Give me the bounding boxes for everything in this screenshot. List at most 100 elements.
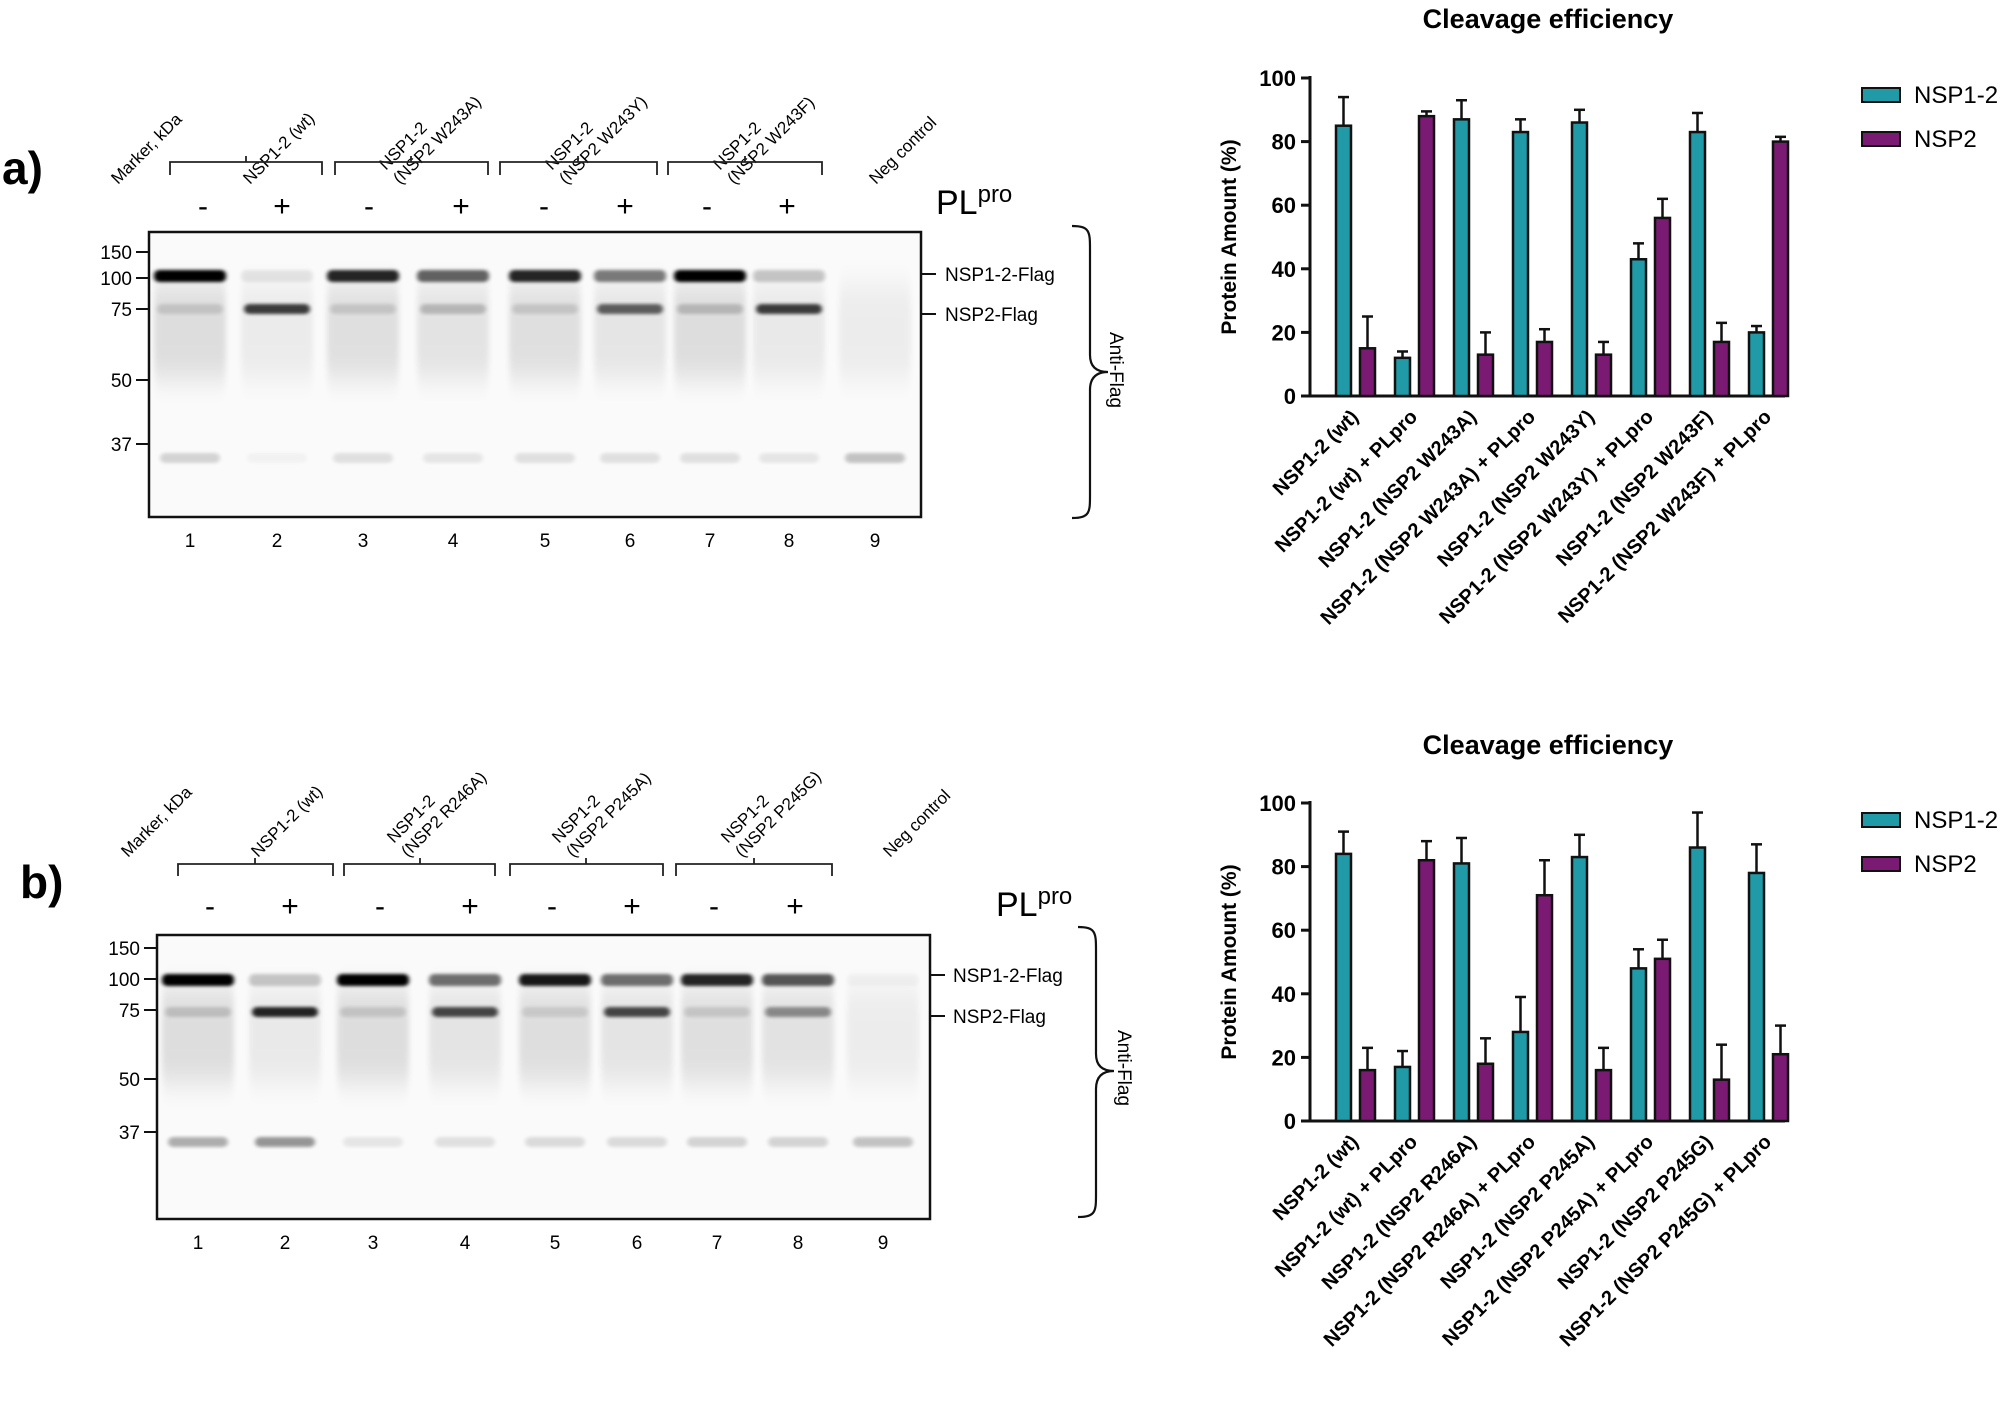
treatment-sign: + bbox=[623, 890, 641, 923]
blot-a: Marker, kDa NSP1-2 (wt) NSP1-2 (NSP2 W24… bbox=[100, 78, 1126, 552]
gel-smear bbox=[519, 988, 591, 1083]
marker-kda: 50 bbox=[111, 371, 132, 392]
panel-b: b) Marker, kDa NSP1-2 (wt) NSP1-2 (NSP2 … bbox=[20, 730, 1998, 1351]
band-low bbox=[680, 453, 740, 463]
lane-number: 1 bbox=[185, 531, 196, 552]
lane-number: 2 bbox=[272, 531, 283, 552]
treatment-sign: - bbox=[702, 190, 712, 223]
treatment-sign: - bbox=[205, 890, 215, 923]
bar-nsp12 bbox=[1629, 967, 1648, 1123]
lane-header-w243y: NSP1-2 (NSP2 W243Y) bbox=[541, 78, 651, 188]
group-bracket bbox=[334, 156, 489, 175]
bar-nsp2 bbox=[1476, 1062, 1495, 1123]
band-nsp2 bbox=[522, 1007, 588, 1017]
gel-smear bbox=[674, 284, 746, 379]
y-tick-label: 80 bbox=[1272, 855, 1296, 880]
y-tick-label: 100 bbox=[1259, 66, 1296, 91]
treatment-sign: - bbox=[364, 190, 374, 223]
band-nsp12 bbox=[762, 974, 834, 986]
lane-header-w243a: NSP1-2 (NSP2 W243A) bbox=[375, 78, 485, 188]
band-nsp12 bbox=[327, 270, 399, 282]
band-nsp12 bbox=[601, 974, 673, 986]
gel-smear bbox=[762, 988, 834, 1083]
band-nsp12 bbox=[429, 974, 501, 986]
legend-swatch-nsp12 bbox=[1861, 812, 1901, 828]
treatment-sign: - bbox=[198, 190, 208, 223]
band-low bbox=[255, 1137, 315, 1147]
marker-kda: 75 bbox=[119, 1001, 140, 1022]
band-label-nsp12: NSP1-2-Flag bbox=[945, 265, 1055, 286]
legend: NSP1-2 NSP2 bbox=[1861, 82, 1998, 153]
lane-number: 8 bbox=[784, 531, 795, 552]
band-low bbox=[247, 453, 307, 463]
x-tick-label: NSP1-2 (NSP2 P245A) + PLpro bbox=[1439, 1131, 1659, 1351]
y-tick-label: 80 bbox=[1272, 130, 1296, 155]
enzyme-label: PLpro bbox=[996, 883, 1072, 924]
lane-number: 1 bbox=[193, 1233, 204, 1254]
lane-number: 5 bbox=[550, 1233, 561, 1254]
bar-nsp12 bbox=[1334, 852, 1353, 1123]
marker-kda: 100 bbox=[108, 970, 140, 991]
bar-nsp2 bbox=[1653, 216, 1672, 398]
lane-header-neg-control: Neg control bbox=[879, 786, 954, 861]
bar-nsp2 bbox=[1535, 340, 1554, 398]
bar-nsp2 bbox=[1358, 347, 1377, 398]
lane-number: 4 bbox=[460, 1233, 471, 1254]
enzyme-label: PLpro bbox=[936, 181, 1012, 222]
y-tick-label: 20 bbox=[1272, 1045, 1296, 1070]
group-bracket bbox=[675, 858, 833, 876]
legend-swatch-nsp2 bbox=[1861, 131, 1901, 147]
band-nsp2 bbox=[756, 304, 822, 314]
gel-smear bbox=[417, 284, 489, 379]
gel-smear bbox=[337, 988, 409, 1083]
band-nsp12 bbox=[847, 974, 919, 986]
band-nsp2 bbox=[330, 304, 396, 314]
lane-header-p245a: NSP1-2 (NSP2 P245A) bbox=[548, 754, 654, 860]
enzyme-label-main: PL bbox=[936, 184, 978, 222]
bar-nsp12 bbox=[1393, 1065, 1412, 1123]
legend-label-nsp2: NSP2 bbox=[1914, 851, 1977, 878]
lane-header-p245g: NSP1-2 (NSP2 P245G) bbox=[717, 753, 825, 861]
band-low bbox=[607, 1137, 667, 1147]
lane-number: 7 bbox=[705, 531, 716, 552]
bar-nsp2 bbox=[1594, 353, 1613, 398]
gel-smear bbox=[681, 988, 753, 1083]
band-nsp2 bbox=[512, 304, 578, 314]
lane-number: 9 bbox=[870, 531, 881, 552]
legend-label-nsp12: NSP1-2 bbox=[1914, 807, 1998, 834]
marker-kda: 75 bbox=[111, 300, 132, 321]
antibody-label: Anti-Flag bbox=[1113, 1030, 1134, 1106]
band-nsp12 bbox=[249, 974, 321, 986]
y-tick-label: 60 bbox=[1272, 193, 1296, 218]
lane-header-neg-control: Neg control bbox=[865, 113, 940, 188]
gel-smear bbox=[249, 988, 321, 1083]
legend: NSP1-2 NSP2 bbox=[1861, 807, 1998, 878]
treatment-sign: + bbox=[281, 890, 299, 923]
bar-nsp12 bbox=[1511, 1030, 1530, 1123]
lane-numbers: 1 2 3 4 5 6 7 8 9 bbox=[185, 531, 881, 552]
band-nsp12 bbox=[753, 270, 825, 282]
lane-number: 5 bbox=[540, 531, 551, 552]
lane-header-wt: NSP1-2 (wt) bbox=[247, 782, 326, 861]
marker-kda: 150 bbox=[108, 939, 140, 960]
x-tick-label: NSP1-2 (NSP2 W243F) + PLpro bbox=[1554, 406, 1776, 628]
band-nsp2 bbox=[684, 1007, 750, 1017]
band-low bbox=[853, 1137, 913, 1147]
y-tick-label: 0 bbox=[1284, 384, 1296, 409]
band-low bbox=[525, 1137, 585, 1147]
band-low bbox=[435, 1137, 495, 1147]
band-nsp12 bbox=[241, 270, 313, 282]
gel-smear bbox=[753, 284, 825, 379]
chart-title: Cleavage efficiency bbox=[1423, 730, 1674, 760]
marker-kda: 50 bbox=[119, 1070, 140, 1091]
x-tick-label: NSP1-2 (NSP2 W243A) + PLpro bbox=[1317, 406, 1540, 629]
band-nsp12 bbox=[681, 974, 753, 986]
bar-nsp2 bbox=[1594, 1068, 1613, 1123]
antibody-label: Anti-Flag bbox=[1105, 332, 1126, 408]
bar-chart-b: Cleavage efficiency Protein Amount (%) 0… bbox=[1218, 730, 1998, 1351]
lane-header-wt: NSP1-2 (wt) bbox=[239, 109, 318, 188]
treatment-sign: - bbox=[375, 890, 385, 923]
gel-smear bbox=[847, 988, 919, 1083]
y-tick-label: 60 bbox=[1272, 918, 1296, 943]
band-nsp2 bbox=[165, 1007, 231, 1017]
